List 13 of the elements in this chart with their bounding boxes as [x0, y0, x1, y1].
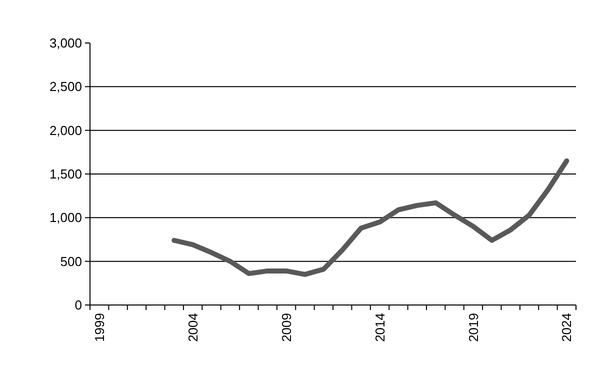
y-tick-label: 2,500: [49, 79, 82, 94]
y-tick-label: 1,000: [49, 210, 82, 226]
y-tick-label: 500: [60, 254, 82, 269]
y-tick-label: 2,000: [49, 122, 82, 138]
x-tick-label: 2009: [278, 313, 294, 342]
y-tick-label: 0: [74, 298, 82, 313]
y-tick-label: 3,000: [49, 36, 82, 51]
x-tick-label: 1999: [92, 313, 107, 342]
x-tick-label: 2024: [559, 313, 574, 342]
x-tick-label: 2014: [372, 313, 388, 342]
x-tick-label: 2019: [466, 313, 481, 342]
x-tick-label: 2004: [185, 313, 200, 342]
y-tick-label: 1,500: [49, 166, 82, 182]
